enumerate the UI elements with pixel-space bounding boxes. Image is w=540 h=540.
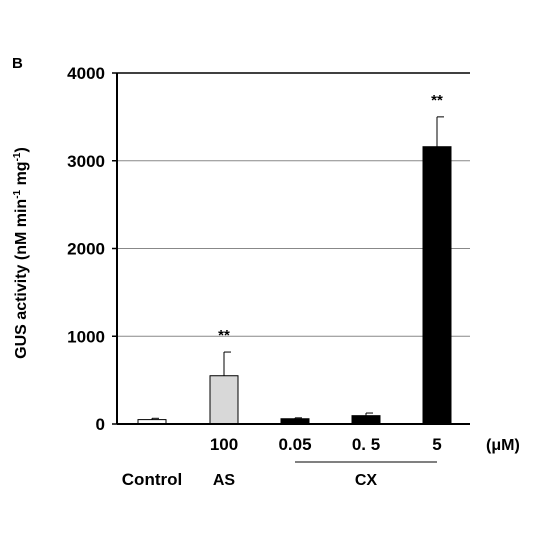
grid-lines — [117, 160, 470, 337]
panel-label: B — [12, 55, 23, 72]
x-tick-label-2: 0.05 — [278, 435, 311, 454]
y-axis-label-part-3: ) — [13, 147, 30, 152]
bars: ** ** — [137, 92, 452, 425]
y-tick-label-2000: 2000 — [67, 240, 105, 259]
x-tick-label-3: 0. 5 — [352, 435, 380, 454]
y-axis-label: GUS activity (nM min-1 mg-1) — [12, 147, 30, 359]
y-tick-label-4000: 4000 — [67, 64, 105, 83]
x-tick-label-1: 100 — [210, 435, 238, 454]
y-tick-label-3000: 3000 — [67, 152, 105, 171]
bar-3 — [351, 415, 381, 425]
y-tick-label-0: 0 — [96, 415, 105, 434]
significance-marker-1: ** — [218, 327, 230, 344]
bar-4 — [422, 146, 452, 425]
y-axis-label-sup-1: -1 — [12, 189, 23, 198]
y-axis-label-sup-2: -1 — [12, 152, 23, 161]
y-axis-ticks: 0 1000 2000 3000 4000 — [67, 64, 117, 434]
x-axis-labels: Control 100 0.05 0. 5 5 — [122, 435, 442, 489]
y-axis-label-part-2: mg — [13, 161, 30, 189]
x-tick-label-4: 5 — [432, 435, 441, 454]
y-tick-label-1000: 1000 — [67, 327, 105, 346]
y-axis-label-part-1: GUS activity (nM min — [13, 199, 30, 359]
group-label-as: AS — [213, 472, 236, 489]
group-label-cx: CX — [355, 472, 378, 489]
x-tick-label-0: Control — [122, 470, 182, 489]
significance-marker-4: ** — [431, 92, 443, 109]
bar-1 — [209, 375, 239, 425]
unit-label: (μM) — [486, 437, 520, 454]
